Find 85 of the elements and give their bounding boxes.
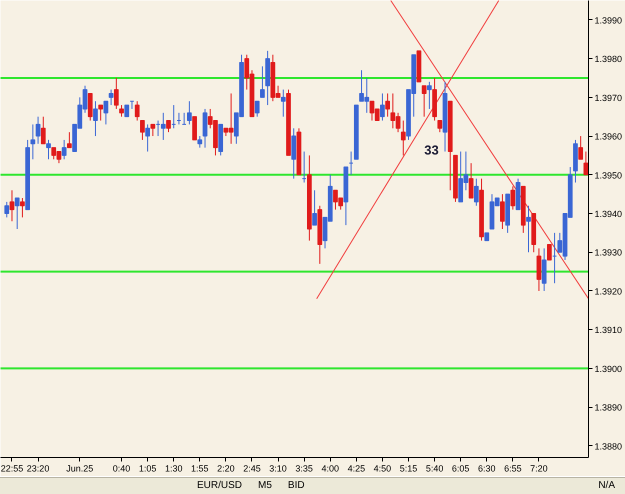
y-tick-label: 1.3980 <box>594 54 622 64</box>
candlestick <box>426 81 432 110</box>
candlestick <box>260 66 265 98</box>
x-tick-label: 5:15 <box>400 464 418 474</box>
candlestick <box>192 116 197 140</box>
x-tick-label: 2:20 <box>217 464 235 474</box>
y-tick-label: 1.3920 <box>594 286 622 296</box>
candlestick <box>10 190 14 222</box>
y-tick-label: 1.3890 <box>594 402 622 413</box>
candlestick <box>380 92 385 122</box>
y-tick-label: 1.3990 <box>594 15 622 26</box>
candlestick <box>46 139 51 160</box>
candlestick <box>578 136 584 160</box>
candlestick <box>526 205 531 253</box>
y-tick-label: 1.3900 <box>594 364 622 374</box>
x-tick-label: 6:05 <box>452 464 470 474</box>
candlestick <box>104 100 108 125</box>
candlestick <box>254 100 260 118</box>
candlestick <box>20 198 25 218</box>
annotation: 33 <box>424 142 439 158</box>
y-tick-label: 1.3910 <box>594 325 622 336</box>
x-tick-label: 4:00 <box>321 464 340 474</box>
candlestick <box>584 151 588 176</box>
candlestick <box>66 132 72 148</box>
candlestick <box>500 194 505 230</box>
x-tick-label: 22:55 <box>0 464 24 474</box>
candlestick <box>197 136 202 148</box>
candlestick <box>312 190 317 226</box>
text: EUR/USD <box>197 479 242 493</box>
candlestick <box>124 104 130 118</box>
text: N/A <box>598 479 615 493</box>
x-tick-label: 6:30 <box>478 464 496 474</box>
x-tick-label: Jun.25 <box>66 464 94 474</box>
x-tick-label: 1:30 <box>164 464 182 474</box>
candlestick <box>510 186 516 210</box>
candlestick <box>536 248 542 292</box>
candlestick <box>291 128 296 180</box>
y-tick-label: 1.3950 <box>594 170 622 180</box>
candlestick <box>150 124 156 137</box>
candlestick <box>4 201 10 218</box>
candlestick <box>98 104 104 122</box>
candlestick <box>40 116 46 144</box>
candlestick <box>114 77 119 110</box>
candlestick <box>108 89 114 106</box>
x-tick-label: 7:20 <box>530 464 548 474</box>
x-tick-label: 6:55 <box>504 464 522 474</box>
x-tick-label: 4:50 <box>374 464 392 474</box>
candlestick <box>542 248 547 292</box>
candlestick <box>30 124 36 160</box>
text: M5 <box>258 479 272 493</box>
x-tick-label: 1:05 <box>138 464 156 474</box>
candlestick <box>62 139 67 160</box>
candlestick <box>468 162 474 199</box>
x-tick-label: 0:40 <box>112 464 130 474</box>
candlestick <box>88 92 93 122</box>
candlestick <box>186 100 192 125</box>
candlestick <box>166 120 171 133</box>
y-tick-label: 1.3940 <box>594 209 622 220</box>
y-tick-label: 1.3930 <box>594 248 622 258</box>
x-tick-label: 3:35 <box>295 464 313 474</box>
candlestick <box>280 89 286 118</box>
candlestick <box>119 104 124 118</box>
candlestick <box>140 120 145 140</box>
candlestick <box>134 100 140 122</box>
x-tick-label: 4:25 <box>348 464 366 474</box>
candlestick <box>400 120 406 156</box>
y-tick-label: 1.3970 <box>594 92 622 103</box>
x-tick-label: 5:40 <box>426 464 444 474</box>
candlestick <box>145 124 150 152</box>
y-tick-label: 1.3960 <box>594 132 622 142</box>
candlestick <box>474 178 479 206</box>
candlestick <box>546 244 552 260</box>
candlestick <box>93 100 98 137</box>
x-tick-label: 1:55 <box>191 464 209 474</box>
candlestick <box>36 116 40 144</box>
y-tick-label: 1.3880 <box>594 441 622 452</box>
x-tick-label: 2:45 <box>243 464 261 474</box>
candlestick <box>422 85 427 118</box>
candlestick <box>14 198 20 230</box>
x-tick-label: 23:20 <box>26 464 50 474</box>
candlestick <box>437 120 442 133</box>
text: BID <box>288 479 305 493</box>
candlestick <box>202 108 208 148</box>
candlestick <box>385 92 390 118</box>
x-tick-label: 3:10 <box>269 464 287 474</box>
